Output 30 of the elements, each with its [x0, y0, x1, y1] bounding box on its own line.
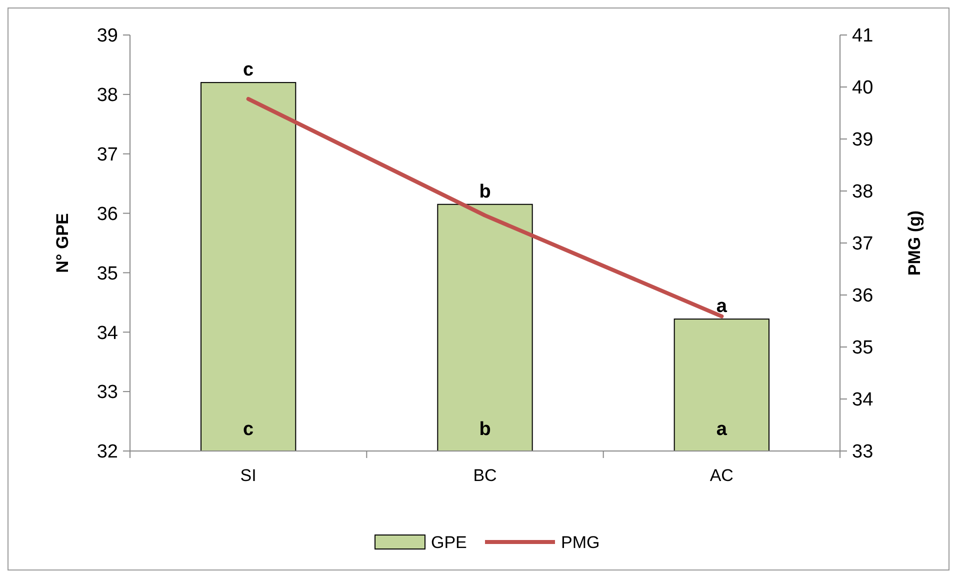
annotation: c: [243, 419, 254, 440]
y-tick-label: 39: [96, 26, 118, 47]
y2-tick-label: 37: [852, 234, 874, 255]
y2-tick-label: 40: [852, 78, 874, 99]
annotation: b: [479, 419, 491, 440]
y2-tick-label: 36: [852, 286, 874, 307]
y-tick-label: 35: [96, 263, 118, 284]
y2-tick-label: 35: [852, 338, 874, 359]
y2-tick-label: 38: [852, 182, 874, 203]
annotation: c: [243, 60, 254, 81]
y2-tick-label: 39: [852, 130, 874, 151]
y-tick-label: 38: [96, 85, 118, 106]
annotation: b: [479, 181, 491, 202]
annotation: a: [716, 419, 728, 440]
y2-tick-label: 34: [852, 390, 874, 411]
annotation: a: [716, 296, 728, 318]
y-tick-label: 34: [96, 322, 118, 344]
y2-axis-title: PMG (g): [905, 210, 924, 276]
legend-label: PMG: [561, 532, 600, 552]
x-tick-label: BC: [473, 466, 497, 485]
legend-label: GPE: [431, 532, 467, 552]
y-tick-label: 33: [96, 382, 118, 404]
x-tick-label: SI: [240, 466, 256, 485]
y-tick-label: 32: [96, 442, 118, 463]
y2-tick-label: 33: [852, 442, 874, 463]
y-tick-label: 37: [96, 144, 118, 166]
y2-tick-label: 41: [852, 26, 874, 47]
y-axis-title: N° GPE: [53, 213, 72, 273]
y-tick-label: 36: [96, 204, 118, 225]
x-tick-label: AC: [710, 466, 734, 485]
